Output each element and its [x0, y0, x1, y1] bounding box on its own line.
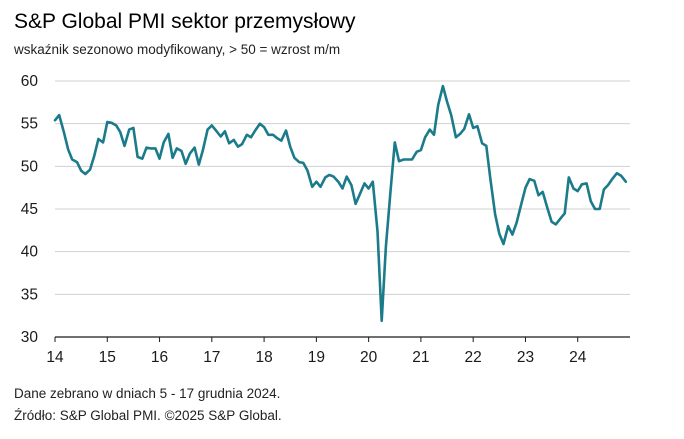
y-tick-label: 30 [21, 329, 39, 346]
y-tick-label: 40 [21, 244, 39, 261]
y-tick-label: 45 [21, 201, 38, 218]
x-tick-label: 24 [569, 349, 587, 366]
footer-source: Źródło: S&P Global PMI. ©2025 S&P Global… [14, 408, 282, 423]
x-tick-label: 17 [203, 349, 220, 366]
y-tick-label: 50 [21, 158, 39, 175]
x-tick-label: 15 [99, 349, 116, 366]
grid-lines [55, 80, 630, 295]
chart-subtitle: wskaźnik sezonowo modyfikowany, > 50 = w… [14, 42, 341, 57]
x-tick-label: 14 [46, 349, 64, 366]
x-tick-label: 22 [465, 349, 482, 366]
x-axis: 14 15 16 17 18 19 20 21 22 23 24 [46, 336, 630, 366]
x-tick-label: 16 [151, 349, 168, 366]
y-axis-tick-labels: 30 35 40 45 50 55 60 [21, 73, 39, 346]
series-line-pmi [53, 84, 628, 323]
x-tick-label: 23 [517, 349, 534, 366]
y-tick-label: 55 [21, 116, 38, 133]
y-tick-label: 35 [21, 286, 38, 303]
pmi-line-chart: 30 35 40 45 50 55 60 14 15 16 17 18 19 20 21 22 23 24 [21, 73, 630, 366]
x-tick-label: 20 [360, 349, 378, 366]
x-tick-label: 18 [255, 349, 272, 366]
x-tick-label: 19 [308, 349, 325, 366]
y-tick-label: 60 [21, 73, 39, 90]
footer-note: Dane zebrano w dniach 5 - 17 grudnia 202… [14, 386, 281, 401]
x-tick-label: 21 [412, 349, 429, 366]
series-layer [53, 84, 628, 323]
chart-title: S&P Global PMI sektor przemysłowy [14, 10, 356, 33]
